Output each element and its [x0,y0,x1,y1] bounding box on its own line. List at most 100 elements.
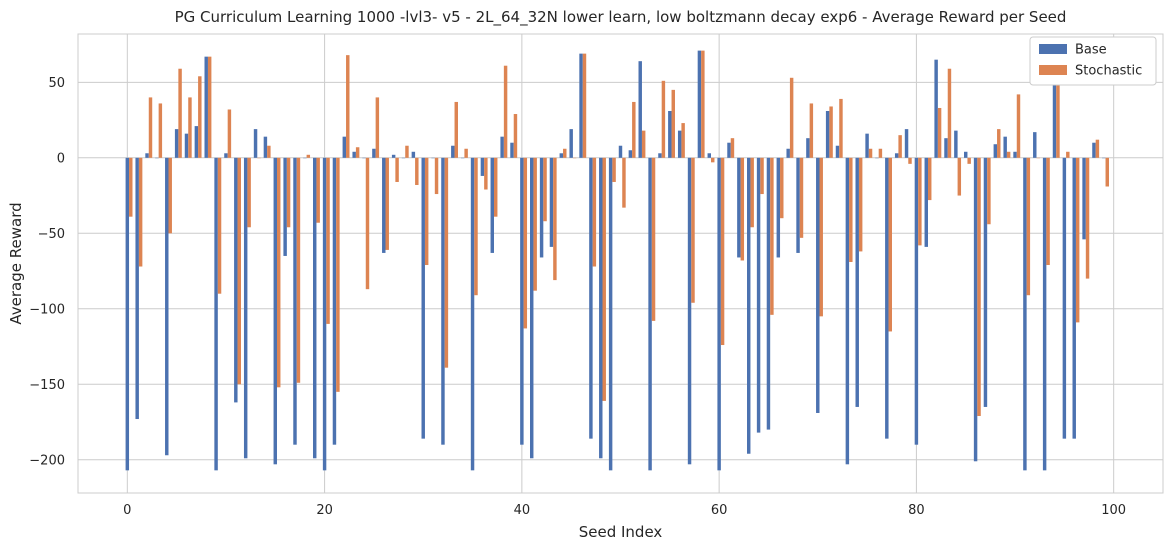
bar-stochastic [484,158,487,190]
bar-base [1053,76,1056,158]
bar-stochastic [336,158,339,392]
legend-label-base: Base [1075,43,1107,58]
bar-base [579,54,582,158]
bar-stochastic [731,138,734,158]
bar-base [639,61,642,158]
bar-stochastic [376,97,379,157]
bar-base [510,143,513,158]
bar-stochastic [918,158,921,246]
bar-stochastic [908,158,911,164]
bar-base [333,158,336,445]
bar-stochastic [464,149,467,158]
bar-base [372,149,375,158]
bar-base [382,158,385,253]
bar-stochastic [701,51,704,158]
bar-stochastic [681,123,684,158]
x-tick-label: 40 [514,503,531,518]
bar-base [934,60,937,158]
bar-base [205,57,208,158]
bar-base [234,158,237,403]
bar-stochastic [632,102,635,158]
bar-base [994,144,997,158]
bar-stochastic [780,158,783,218]
bar-stochastic [356,147,359,158]
bar-stochastic [662,81,665,158]
bar-stochastic [1106,158,1109,187]
bar-base [747,158,750,454]
bar-base [412,152,415,158]
bar-stochastic [415,158,418,185]
bar-stochastic [810,103,813,157]
legend: Base Stochastic [1030,37,1156,85]
bar-base [757,158,760,433]
bar-base [836,146,839,158]
bar-base [648,158,651,471]
bar-base [826,111,829,158]
legend-swatch-base [1039,44,1067,54]
x-axis-label: Seed Index [579,523,663,541]
bar-base [323,158,326,471]
bar-base [1043,158,1046,471]
bar-stochastic [494,158,497,217]
bar-base [1073,158,1076,439]
bar-base [954,131,957,158]
bar-stochastic [208,57,211,158]
bar-stochastic [898,135,901,158]
legend-label-stochastic: Stochastic [1075,64,1142,79]
bar-stochastic [543,158,546,221]
bar-base [1003,137,1006,158]
bar-base [569,129,572,158]
bar-stochastic [474,158,477,295]
bar-stochastic [770,158,773,315]
bar-stochastic [997,129,1000,158]
bar-base [767,158,770,430]
bar-base [885,158,888,439]
bar-base [846,158,849,465]
bar-stochastic [169,158,172,233]
bar-base [1033,132,1036,158]
bar-base [984,158,987,407]
bar-base [560,153,563,158]
bar-base [1023,158,1026,471]
bar-stochastic [346,55,349,158]
bar-stochastic [612,158,615,182]
bar-base [599,158,602,458]
bar-base [698,51,701,158]
bar-stochastic [149,97,152,157]
bar-base [540,158,543,258]
bar-base [1063,158,1066,439]
bar-stochastic [178,69,181,158]
bar-base [727,143,730,158]
bar-base [708,153,711,158]
y-tick-label: 0 [57,151,65,166]
bar-stochastic [1056,73,1059,158]
bar-base [668,111,671,158]
bar-base [895,153,898,158]
bar-base [609,158,612,471]
bar-base [343,137,346,158]
bar-base [944,138,947,158]
bar-base [717,158,720,471]
bar-stochastic [188,97,191,157]
bar-base [224,153,227,158]
bar-stochastic [533,158,536,291]
bar-stochastic [425,158,428,265]
bar-stochastic [820,158,823,317]
bar-stochastic [829,106,832,157]
bar-base [185,134,188,158]
bar-stochastic [1027,158,1030,295]
bar-stochastic [326,158,329,324]
bar-base [451,146,454,158]
bar-base [1013,152,1016,158]
bar-stochastic [307,155,310,158]
bar-base [550,158,553,247]
bar-stochastic [948,69,951,158]
bar-base [964,152,967,158]
bar-base [274,158,277,465]
bar-base [135,158,138,419]
bar-base [974,158,977,461]
bar-base [786,149,789,158]
bar-stochastic [642,131,645,158]
bar-base [313,158,316,458]
